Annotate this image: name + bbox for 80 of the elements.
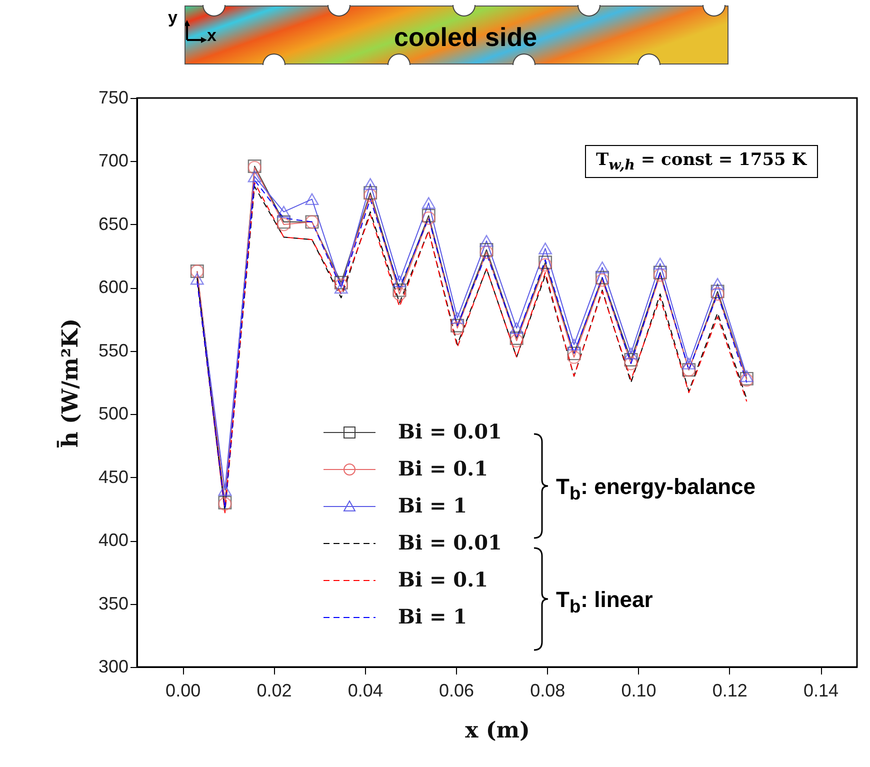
point [364,188,378,202]
x-tick-label: 0.10 [621,680,656,700]
x-tick-label: 0.08 [530,680,566,700]
y-axis-title: h̄ (W/m²K) [56,318,84,448]
x-tick-label: 0.12 [712,680,748,700]
point [422,197,436,209]
point [682,358,696,370]
x-tick-label: 0.02 [256,680,292,700]
point [624,348,638,360]
point [334,278,348,292]
x-axis-title: x (m) [465,718,530,744]
point [480,246,494,259]
point [422,208,436,222]
point [334,282,348,294]
y-tick-label: 700 [98,150,128,171]
point [510,322,524,334]
y-tick-label: 400 [98,530,128,550]
point [624,356,638,370]
point [567,346,581,360]
point [596,270,609,284]
legend-label: Bi = 1 [398,604,468,628]
point [480,243,494,256]
legend-label: Bi = 0.1 [398,568,488,592]
y-tick-label: 750 [98,88,128,108]
point [538,258,552,272]
point [538,242,552,254]
point [710,287,724,301]
y-tick-label: 450 [98,466,128,487]
annotation: T$_{b}$: linear [556,587,653,618]
point [364,186,378,200]
point [392,287,406,301]
y-tick-label: 650 [98,214,128,234]
text: cooled side [394,22,538,53]
point [740,370,754,382]
point [392,283,406,297]
y-tick-label: 300 [98,656,128,676]
y-tick-label: 350 [98,593,128,614]
point [334,276,348,290]
point [653,258,667,270]
legend-label: Bi = 0.01 [398,420,502,444]
point [450,318,464,332]
point [218,484,232,496]
point [480,234,494,247]
point [392,275,406,288]
point [710,284,724,298]
point [538,256,552,270]
point [653,268,667,282]
text: x [207,26,216,46]
x-tick-label: 0.00 [166,680,201,700]
point [364,178,378,190]
point [510,334,524,348]
x-tick-label: 0.06 [438,680,474,700]
point [422,211,436,225]
y-tick-label: 600 [98,277,128,298]
y-tick-label: 500 [98,404,128,424]
point [450,321,464,335]
point [277,218,290,232]
annotation: T$_{w,h}$ = const = 1755 K [585,145,818,178]
point [596,273,609,287]
point [277,215,290,229]
text: y [168,8,178,28]
point [510,332,524,345]
x-tick-label: 0.04 [348,680,383,700]
point [450,312,464,324]
annotation: T$_{b}$: energy-balance [556,474,756,504]
x-tick-label: 0.14 [804,680,839,700]
point [190,272,204,285]
point [567,338,581,350]
point [248,170,262,182]
y-tick-label: 550 [98,340,128,360]
legend-label: Bi = 0.01 [398,530,502,554]
point [596,262,609,274]
point [277,206,290,218]
point [653,266,667,280]
point [567,350,581,364]
legend-label: Bi = 0.1 [398,456,488,480]
legend-label: Bi = 1 [398,494,468,518]
point [624,353,638,366]
point [710,278,724,290]
point [305,193,319,206]
